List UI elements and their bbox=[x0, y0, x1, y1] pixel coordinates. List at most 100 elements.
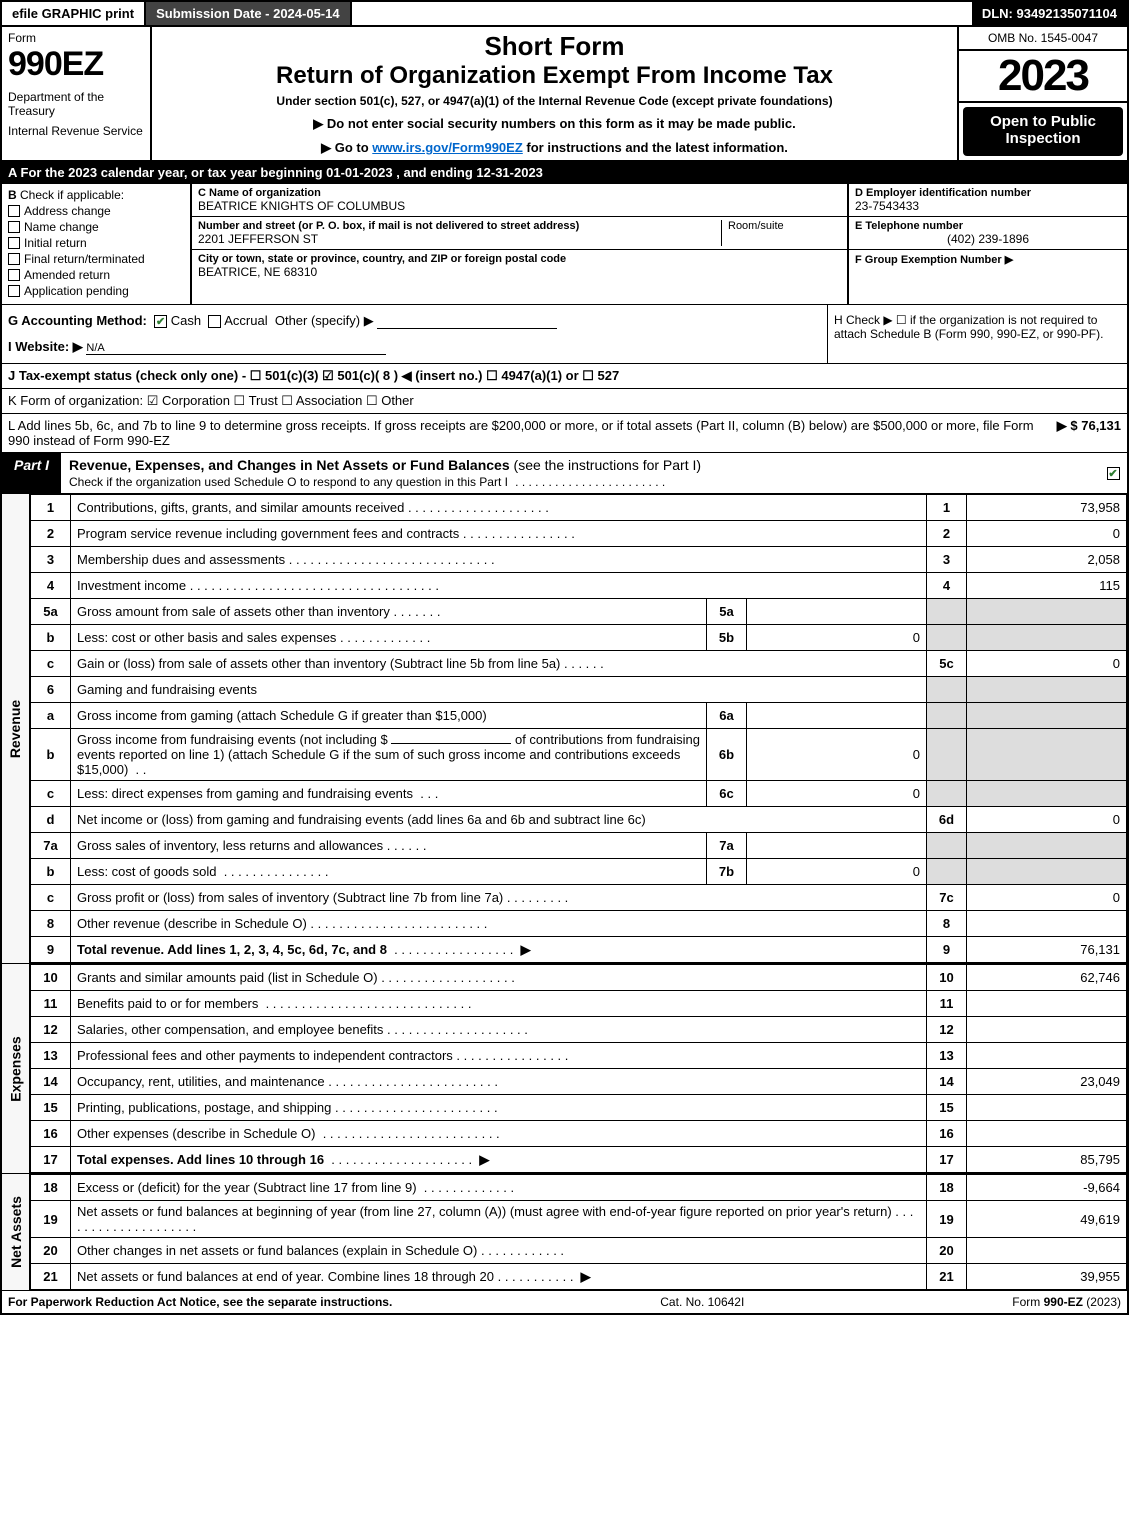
chk-name-change[interactable]: Name change bbox=[8, 220, 184, 234]
line-5b: b Less: cost or other basis and sales ex… bbox=[31, 625, 1127, 651]
line-12: 12 Salaries, other compensation, and emp… bbox=[31, 1017, 1127, 1043]
line-3: 3 Membership dues and assessments . . . … bbox=[31, 547, 1127, 573]
net-assets-section: Net Assets 18 Excess or (deficit) for th… bbox=[0, 1174, 1129, 1291]
part-1-subtitle: Check if the organization used Schedule … bbox=[69, 475, 508, 489]
line-amount: -9,664 bbox=[967, 1175, 1127, 1201]
line-code-shade bbox=[927, 625, 967, 651]
line-5a: 5a Gross amount from sale of assets othe… bbox=[31, 599, 1127, 625]
part-1-title-suffix: (see the instructions for Part I) bbox=[514, 457, 702, 473]
line-code: 1 bbox=[927, 495, 967, 521]
line-num: 11 bbox=[31, 991, 71, 1017]
row-l-text: L Add lines 5b, 6c, and 7b to line 9 to … bbox=[8, 418, 1049, 448]
irs-link[interactable]: www.irs.gov/Form990EZ bbox=[372, 140, 523, 155]
chk-final-return[interactable]: Final return/terminated bbox=[8, 252, 184, 266]
street-label: Number and street (or P. O. box, if mail… bbox=[198, 220, 721, 232]
line-num: 10 bbox=[31, 965, 71, 991]
line-code: 8 bbox=[927, 911, 967, 937]
line-code: 12 bbox=[927, 1017, 967, 1043]
org-name-cell: C Name of organization BEATRICE KNIGHTS … bbox=[192, 184, 847, 217]
checkbox-icon bbox=[8, 221, 20, 233]
line-amount bbox=[967, 1043, 1127, 1069]
line-num: c bbox=[31, 885, 71, 911]
line-15: 15 Printing, publications, postage, and … bbox=[31, 1095, 1127, 1121]
arrow-icon: ▶ bbox=[479, 1152, 489, 1167]
checkbox-checked-icon: ✔ bbox=[1107, 467, 1120, 480]
line-5c: c Gain or (loss) from sale of assets oth… bbox=[31, 651, 1127, 677]
line-desc: Net income or (loss) from gaming and fun… bbox=[71, 807, 927, 833]
row-l-amount: ▶ $ 76,131 bbox=[1049, 418, 1121, 448]
line-num: b bbox=[31, 859, 71, 885]
header-left: Form 990EZ Department of the Treasury In… bbox=[2, 27, 152, 160]
line-desc: Less: cost or other basis and sales expe… bbox=[71, 625, 707, 651]
line-17: 17 Total expenses. Add lines 10 through … bbox=[31, 1147, 1127, 1173]
line-amount: 2,058 bbox=[967, 547, 1127, 573]
col-d-ein-phone: D Employer identification number 23-7543… bbox=[847, 184, 1127, 304]
footer-right: Form 990-EZ (2023) bbox=[1012, 1295, 1121, 1309]
checkbox-icon bbox=[8, 285, 20, 297]
checkbox-icon bbox=[8, 269, 20, 281]
line-amount: 85,795 bbox=[967, 1147, 1127, 1173]
chk-initial-return[interactable]: Initial return bbox=[8, 236, 184, 250]
line-amount: 0 bbox=[967, 521, 1127, 547]
line-4: 4 Investment income . . . . . . . . . . … bbox=[31, 573, 1127, 599]
line-desc: Excess or (deficit) for the year (Subtra… bbox=[71, 1175, 927, 1201]
line-code: 3 bbox=[927, 547, 967, 573]
line-num: 18 bbox=[31, 1175, 71, 1201]
part-1-tab: Part I bbox=[2, 453, 61, 493]
line-amount bbox=[967, 1095, 1127, 1121]
line-code: 4 bbox=[927, 573, 967, 599]
line-code-shade bbox=[927, 599, 967, 625]
chk-amended-return[interactable]: Amended return bbox=[8, 268, 184, 282]
form-word: Form bbox=[8, 31, 144, 45]
chk-accrual[interactable] bbox=[208, 315, 221, 328]
line-amount-shade bbox=[967, 625, 1127, 651]
chk-label: Amended return bbox=[24, 268, 110, 282]
line-code: 11 bbox=[927, 991, 967, 1017]
part-1-schedule-o-check[interactable]: ✔ bbox=[1099, 453, 1127, 493]
street-value: 2201 JEFFERSON ST bbox=[198, 232, 721, 246]
efile-tab[interactable]: efile GRAPHIC print bbox=[2, 2, 146, 25]
chk-application-pending[interactable]: Application pending bbox=[8, 284, 184, 298]
line-code-shade bbox=[927, 729, 967, 781]
line-6: 6 Gaming and fundraising events bbox=[31, 677, 1127, 703]
chk-label: Application pending bbox=[24, 284, 129, 298]
line-6a: a Gross income from gaming (attach Sched… bbox=[31, 703, 1127, 729]
checkbox-icon bbox=[8, 253, 20, 265]
line-amount-shade bbox=[967, 729, 1127, 781]
return-title: Return of Organization Exempt From Incom… bbox=[276, 62, 833, 90]
line-desc: Total revenue. Add lines 1, 2, 3, 4, 5c,… bbox=[71, 937, 927, 963]
footer-left: For Paperwork Reduction Act Notice, see … bbox=[8, 1295, 392, 1309]
line-amount: 49,619 bbox=[967, 1201, 1127, 1238]
row-g-h: G Accounting Method: ✔ Cash Accrual Othe… bbox=[0, 305, 1129, 364]
goto-prefix: ▶ Go to bbox=[321, 140, 372, 155]
header-mid: Short Form Return of Organization Exempt… bbox=[152, 27, 957, 160]
other-label: Other (specify) ▶ bbox=[275, 313, 374, 328]
col-b-checkboxes: B Check if applicable: Address change Na… bbox=[2, 184, 192, 304]
org-name: BEATRICE KNIGHTS OF COLUMBUS bbox=[198, 199, 841, 213]
revenue-section: Revenue 1 Contributions, gifts, grants, … bbox=[0, 494, 1129, 964]
chk-cash[interactable]: ✔ bbox=[154, 315, 167, 328]
line-desc: Professional fees and other payments to … bbox=[71, 1043, 927, 1069]
line-amount bbox=[967, 991, 1127, 1017]
line-code: 9 bbox=[927, 937, 967, 963]
other-specify-input[interactable] bbox=[377, 315, 557, 329]
group-exemption-label: F Group Exemption Number ▶ bbox=[855, 253, 1121, 266]
line-desc: Program service revenue including govern… bbox=[71, 521, 927, 547]
line-code: 20 bbox=[927, 1238, 967, 1264]
label-b: B bbox=[8, 188, 17, 202]
sub-value: 0 bbox=[747, 625, 927, 651]
line-num: 9 bbox=[31, 937, 71, 963]
website-line: I Website: ▶ N/A bbox=[8, 339, 821, 355]
omb-number: OMB No. 1545-0047 bbox=[959, 27, 1127, 51]
line-num: b bbox=[31, 625, 71, 651]
line-desc: Occupancy, rent, utilities, and maintena… bbox=[71, 1069, 927, 1095]
line-amount-shade bbox=[967, 599, 1127, 625]
line-6c: c Less: direct expenses from gaming and … bbox=[31, 781, 1127, 807]
street-cell: Number and street (or P. O. box, if mail… bbox=[192, 217, 847, 250]
line-desc: Net assets or fund balances at beginning… bbox=[71, 1201, 927, 1238]
line-num: 20 bbox=[31, 1238, 71, 1264]
line-amount: 39,955 bbox=[967, 1264, 1127, 1290]
chk-address-change[interactable]: Address change bbox=[8, 204, 184, 218]
line-19: 19 Net assets or fund balances at beginn… bbox=[31, 1201, 1127, 1238]
row-j-tax-exempt: J Tax-exempt status (check only one) - ☐… bbox=[0, 364, 1129, 389]
